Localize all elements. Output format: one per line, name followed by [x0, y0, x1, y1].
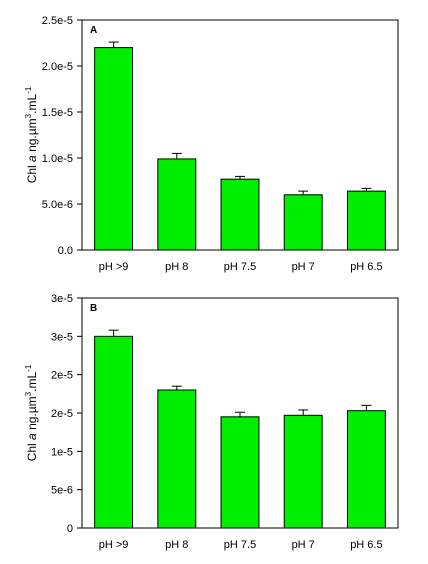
x-tick-label: pH >9	[99, 539, 129, 551]
x-tick-label: pH >9	[99, 261, 129, 273]
bar-2	[157, 389, 197, 529]
bar-5	[346, 190, 386, 251]
x-tick-label: pH 6.5	[350, 539, 382, 551]
bar-1	[94, 335, 134, 529]
x-tick-label: pH 8	[165, 539, 188, 551]
x-tick-label: pH 7	[292, 539, 315, 551]
y-tick-label: 2e-5	[51, 408, 73, 420]
x-tick-label: pH 6.5	[350, 261, 382, 273]
chart-panel-b: B 0 5e-6 1e-5 2e-5 2e-5 3e-5 3e-5 Chl a ng.µm3.m…	[24, 293, 399, 551]
panel-label: A	[90, 25, 97, 36]
y-tick-label: 1.0e-5	[42, 153, 73, 165]
y-tick-label: 2e-5	[51, 370, 73, 382]
y-tick-label: 0	[67, 523, 73, 535]
bar-4	[283, 414, 323, 529]
y-tick-label: 5.0e-6	[42, 199, 73, 211]
x-tick-label: pH 7	[292, 261, 315, 273]
bar-1	[94, 47, 134, 251]
y-tick-label: 2.5e-5	[42, 15, 73, 27]
bar-4	[283, 194, 323, 251]
bar-3	[220, 416, 260, 529]
bar-5	[346, 410, 386, 529]
y-tick-label: 1e-5	[51, 446, 73, 458]
y-tick-label: 3e-5	[51, 293, 73, 305]
bar-3	[220, 178, 260, 251]
x-tick-label: pH 7.5	[224, 261, 256, 273]
y-tick-label: 2.0e-5	[42, 61, 73, 73]
x-tick-label: pH 8	[165, 261, 188, 273]
x-tick-label: pH 7.5	[224, 539, 256, 551]
y-tick-label: 5e-6	[51, 485, 73, 497]
y-tick-label: 0.0	[58, 245, 73, 257]
panel-label: B	[90, 303, 97, 314]
y-tick-label: 1.5e-5	[42, 107, 73, 119]
chart-panel-a: A 0.0 5.0e-6 1.0e-5 1.5e-5 2.0e-5 2.5e-5 Chl a …	[24, 15, 399, 273]
y-axis-label: Chl a ng.µm3.mL-1	[24, 86, 39, 183]
y-axis-label: Chl a ng.µm3.mL-1	[24, 364, 39, 461]
bar-2	[157, 158, 197, 251]
y-tick-label: 3e-5	[51, 331, 73, 343]
